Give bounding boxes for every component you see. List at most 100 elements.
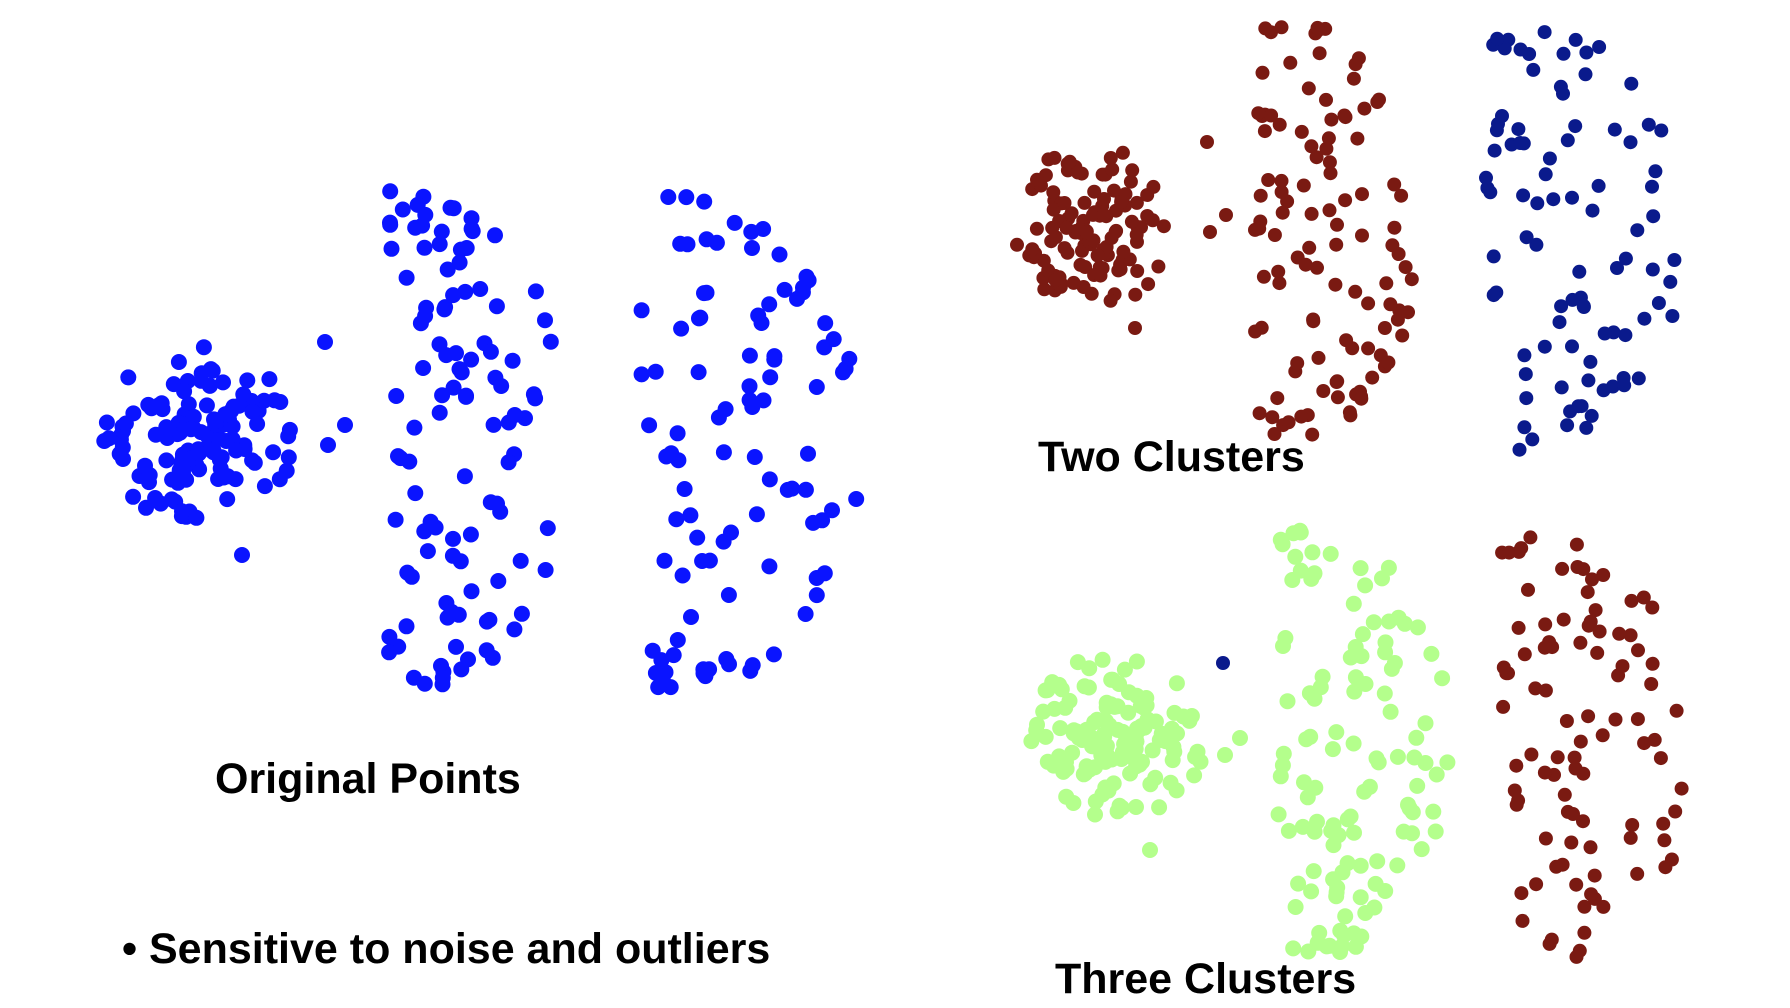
two-clusters-point [1646, 209, 1661, 224]
three-clusters-point [1584, 887, 1599, 902]
original-point [701, 552, 718, 569]
original-point [451, 254, 468, 271]
three-clusters-point [1576, 814, 1590, 829]
three-clusters-point [1377, 644, 1394, 661]
two-clusters-point [1103, 151, 1118, 165]
two-clusters-point [1610, 261, 1624, 275]
original-point [174, 503, 190, 520]
original-point [668, 511, 685, 528]
original-point [401, 453, 418, 470]
two-clusters-point [1104, 230, 1119, 245]
three-clusters-point [1570, 560, 1585, 574]
original-point [808, 587, 825, 604]
two-clusters-point [1310, 260, 1324, 275]
three-clusters-point [1080, 679, 1097, 696]
two-clusters-point [1338, 110, 1353, 125]
three-clusters-point [1304, 544, 1321, 561]
three-clusters-point [1425, 803, 1442, 820]
three-clusters-point [1511, 620, 1526, 635]
original-point [382, 183, 399, 200]
two-clusters-point [1522, 47, 1537, 61]
three-clusters-point [1408, 729, 1425, 746]
two-clusters-point [1274, 20, 1289, 35]
original-points-label: Original Points [215, 755, 521, 803]
original-point [261, 371, 278, 388]
three-clusters-point [1515, 913, 1530, 928]
two-clusters-point [1529, 237, 1544, 252]
three-clusters-point [1569, 537, 1584, 552]
two-clusters-point [1377, 321, 1392, 335]
two-clusters-point [1530, 196, 1545, 211]
original-point [180, 396, 197, 413]
three-clusters-point [1511, 793, 1526, 808]
original-point [198, 397, 215, 414]
three-clusters-point [1588, 603, 1603, 618]
original-point [817, 315, 834, 332]
three-clusters-point [1094, 651, 1111, 668]
three-clusters-point [1653, 751, 1668, 766]
original-point [337, 417, 353, 433]
original-point [741, 347, 758, 364]
three-clusters-point [1376, 685, 1393, 702]
three-clusters-point [1389, 857, 1406, 874]
original-point [808, 570, 825, 586]
three-clusters-point [1538, 617, 1553, 632]
two-clusters-point [1537, 25, 1552, 40]
three-clusters-point [1104, 671, 1121, 688]
two-clusters-point [1487, 143, 1502, 158]
two-clusters-point [1568, 32, 1583, 47]
original-point [448, 638, 464, 655]
two-clusters-point [1322, 155, 1337, 170]
two-clusters-point [1585, 203, 1600, 218]
original-point [674, 567, 691, 584]
three-clusters-point [1409, 777, 1426, 794]
original-point [141, 467, 158, 483]
two-clusters-point [1114, 194, 1129, 209]
two-clusters-point [1645, 179, 1659, 194]
original-point [708, 234, 725, 251]
three-clusters-point [1542, 936, 1557, 951]
two-clusters-point [1556, 86, 1570, 101]
two-clusters-point [1584, 408, 1599, 423]
two-clusters-point [1267, 427, 1282, 441]
three-clusters-point [1275, 745, 1292, 762]
three-clusters-point [1292, 522, 1308, 539]
original-point [762, 369, 779, 386]
original-point [744, 399, 761, 415]
original-point [726, 214, 743, 231]
three-clusters-point [1664, 852, 1679, 867]
original-point [398, 618, 415, 635]
original-point [161, 421, 178, 437]
two-clusters-point [1576, 299, 1591, 313]
two-clusters-point [1355, 228, 1369, 243]
three-clusters-point [1028, 722, 1045, 739]
three-clusters-point [1096, 745, 1113, 762]
two-clusters-point [1554, 299, 1569, 314]
two-clusters-point [1546, 192, 1561, 207]
original-point [487, 227, 503, 244]
three-clusters-point [1668, 804, 1683, 819]
two-clusters-point [1651, 296, 1666, 310]
original-point [513, 605, 530, 622]
original-point [633, 366, 650, 383]
three-clusters-point [1367, 875, 1384, 892]
three-clusters-point [1645, 600, 1660, 615]
three-clusters-point [1529, 877, 1544, 892]
two-clusters-point [1323, 166, 1338, 181]
two-clusters-point [1583, 354, 1598, 369]
three-clusters-point [1325, 817, 1342, 834]
original-point [158, 452, 175, 469]
original-point [488, 298, 505, 315]
two-clusters-point [1630, 223, 1645, 238]
two-clusters-point [1592, 40, 1607, 54]
two-clusters-point [1037, 282, 1052, 297]
two-clusters-point [1258, 21, 1273, 36]
three-clusters-point [1277, 630, 1294, 646]
three-clusters-point [1058, 760, 1075, 777]
two-clusters-point [1641, 117, 1656, 132]
original-point [188, 509, 205, 526]
three-clusters-point [1528, 681, 1543, 696]
original-point [746, 449, 763, 465]
three-clusters-point [1423, 645, 1440, 662]
original-point [512, 552, 529, 569]
